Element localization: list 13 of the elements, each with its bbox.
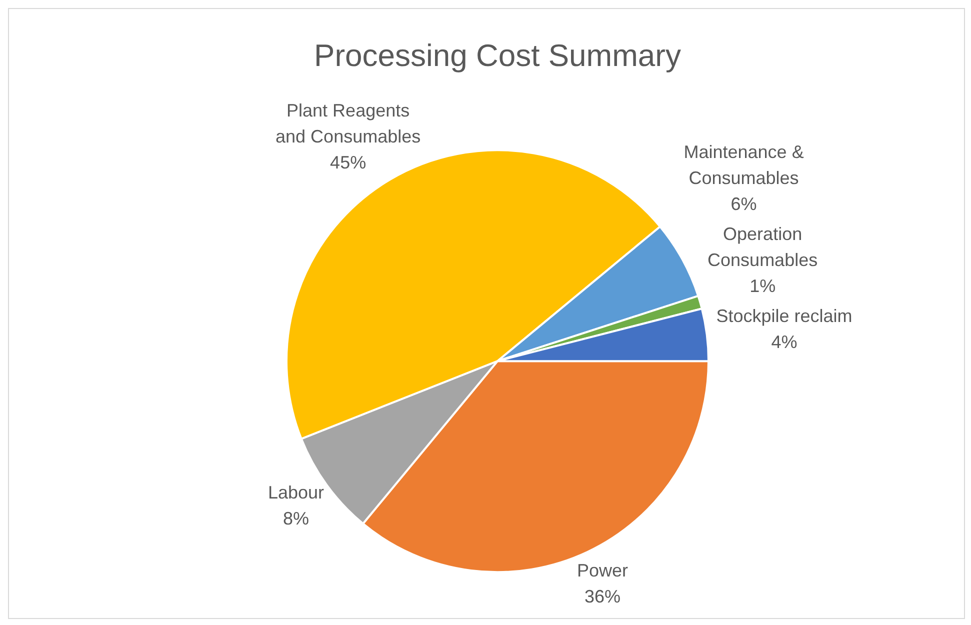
slice-label: Power xyxy=(576,560,628,581)
data-label: 45% xyxy=(330,152,366,172)
slice-label: Plant Reagents and Consumables xyxy=(276,100,421,146)
data-label: 8% xyxy=(283,508,310,528)
data-label: 36% xyxy=(584,586,620,607)
data-label: 6% xyxy=(730,194,757,214)
slice-label: Operation Consumables xyxy=(708,224,818,270)
data-label: 1% xyxy=(750,276,776,296)
slice-label: Maintenance & Consumables xyxy=(684,142,804,188)
slice-label: Stockpile reclaim xyxy=(716,306,852,326)
slice-label: Labour xyxy=(268,482,324,502)
chart-title: Processing Cost Summary xyxy=(314,38,682,74)
data-label: 4% xyxy=(771,332,798,352)
